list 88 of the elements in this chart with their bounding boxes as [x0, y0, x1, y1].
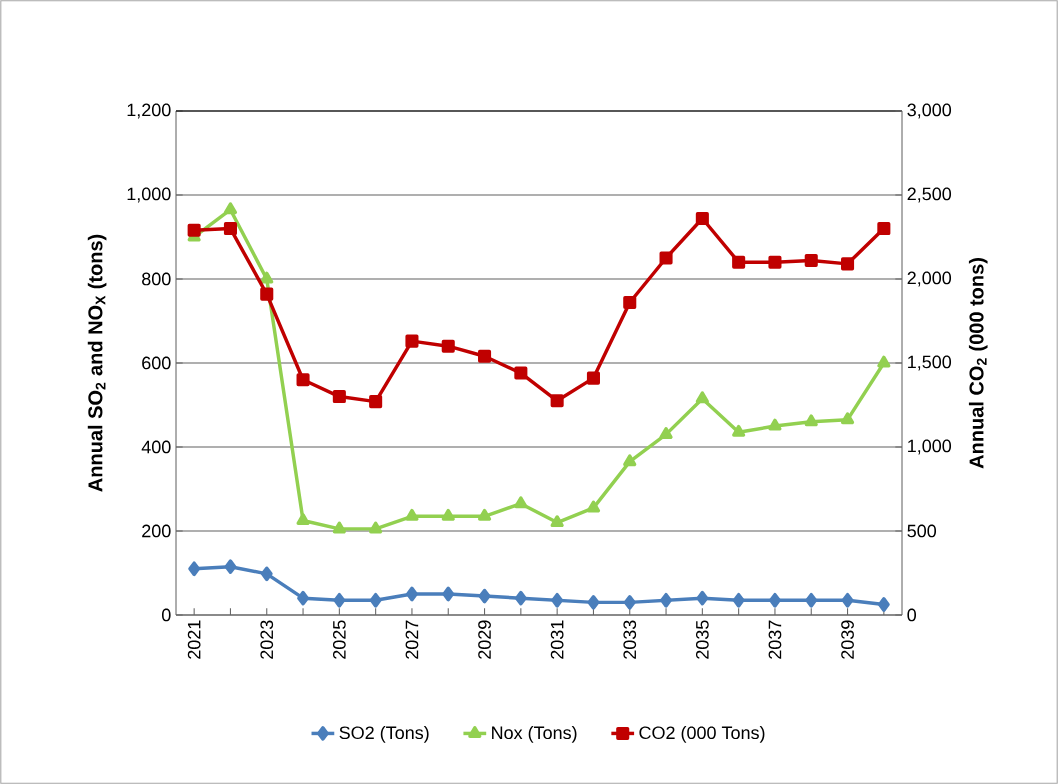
point	[551, 592, 564, 608]
point	[296, 373, 310, 387]
point	[586, 500, 601, 513]
point	[406, 586, 418, 602]
point	[732, 592, 745, 608]
legend-label: Nox (Tons)	[492, 725, 577, 743]
point	[332, 521, 346, 534]
point	[514, 496, 528, 509]
x-tick-label: 2029	[478, 620, 491, 659]
point	[405, 334, 419, 348]
point	[297, 590, 309, 606]
point	[369, 521, 383, 534]
y2-tick-label: 1,000	[908, 439, 952, 455]
point	[840, 412, 855, 425]
x-tick-label: 2021	[187, 620, 201, 659]
point	[550, 394, 564, 408]
point	[623, 454, 637, 467]
point	[223, 222, 237, 236]
y-tick-label: 800	[142, 272, 171, 286]
point	[441, 508, 455, 521]
y-tick-label: 600	[142, 356, 171, 370]
point	[550, 515, 564, 528]
y-tick-label: 1,000	[127, 187, 171, 203]
point	[660, 592, 672, 608]
point	[695, 211, 709, 226]
point	[623, 595, 636, 610]
point	[442, 586, 455, 602]
x-tick-label: 2027	[405, 620, 419, 659]
point	[187, 223, 201, 237]
y-tick-label: 200	[142, 524, 171, 538]
point	[260, 287, 274, 301]
point	[768, 255, 782, 269]
x-tick-label: 2033	[623, 620, 637, 659]
point	[732, 255, 746, 269]
point	[804, 414, 818, 427]
point	[369, 592, 382, 608]
point	[586, 371, 600, 385]
point	[333, 592, 346, 608]
y2-tick-label: 0	[907, 608, 917, 622]
point	[514, 590, 527, 606]
y2-tick-label: 3,000	[907, 103, 952, 119]
x-tick-label: 2039	[841, 620, 854, 659]
x-tick-label: 2031	[550, 620, 564, 659]
point	[659, 251, 673, 265]
point	[769, 592, 781, 608]
x-tick-label: 2037	[768, 620, 782, 659]
y2-axis-title: Annual CO$_{2}$ (000 tons)	[968, 258, 988, 469]
point	[695, 391, 709, 404]
y2-tick-label: 2,500	[907, 187, 952, 203]
point	[260, 271, 274, 284]
point	[223, 202, 238, 215]
y-axis-title: Annual SO$_{2}$ and NO$_{X}$ (tons)	[87, 234, 107, 492]
point	[768, 418, 782, 431]
legend-label: SO2 (Tons)	[339, 725, 429, 743]
point	[587, 595, 600, 610]
point	[841, 257, 855, 271]
point	[224, 559, 237, 575]
point	[477, 508, 492, 521]
point	[659, 427, 673, 439]
point	[478, 349, 492, 363]
point	[260, 566, 273, 582]
point	[877, 222, 891, 236]
point	[441, 339, 455, 353]
y2-tick-label: 1,500	[908, 355, 952, 371]
y-tick-label: 1,200	[127, 103, 171, 119]
point	[841, 592, 854, 608]
point	[877, 355, 891, 368]
point	[877, 597, 890, 612]
point	[514, 366, 528, 380]
y2-tick-label: 2,000	[907, 271, 952, 287]
point	[804, 253, 818, 268]
point	[332, 390, 346, 404]
point	[805, 592, 818, 608]
point	[405, 508, 419, 521]
point	[732, 424, 746, 437]
y2-tick-label: 500	[907, 524, 937, 538]
y-tick-label: 0	[161, 608, 171, 622]
point	[369, 395, 383, 409]
x-tick-label: 2025	[332, 620, 346, 659]
point	[623, 295, 637, 310]
y-tick-label: 400	[141, 440, 171, 454]
x-tick-label: 2035	[695, 620, 709, 659]
legend-label: CO2 (000 Tons)	[639, 725, 765, 743]
point	[478, 588, 491, 604]
point	[696, 590, 709, 606]
x-tick-label: 2023	[260, 620, 274, 659]
point	[188, 561, 201, 577]
point	[296, 513, 310, 526]
